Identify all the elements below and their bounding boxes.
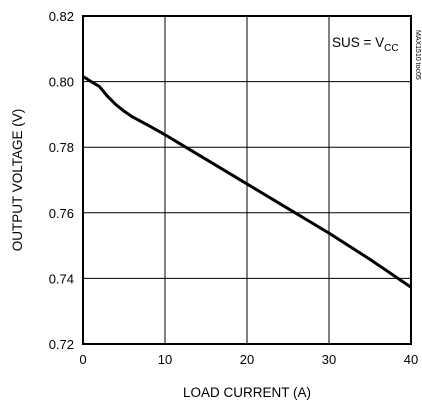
y-tick-label: 0.80 [49,75,74,90]
x-axis-title: LOAD CURRENT (A) [183,385,311,400]
series-line [82,75,412,289]
x-tick-labels: 0 10 20 30 40 [79,352,418,367]
annotation-sus-vcc: SUS = VCC [332,35,399,54]
x-tick-label: 40 [404,352,418,367]
x-tick-label: 30 [322,352,336,367]
plot-frame [82,15,412,345]
y-tick-label: 0.76 [49,206,74,221]
x-tick-label: 0 [79,352,86,367]
y-tick-labels: 0.72 0.74 0.76 0.78 0.80 0.82 [49,9,74,352]
figure-id-label: MAX1510 toc05 [414,30,421,80]
y-tick-label: 0.78 [49,140,74,155]
annotation-subscript: CC [384,43,398,54]
annotation-main: SUS = V [332,35,384,50]
y-tick-label: 0.74 [49,271,74,286]
x-tick-label: 20 [240,352,254,367]
y-tick-label: 0.72 [49,337,74,352]
y-axis-title: OUTPUT VOLTAGE (V) [10,109,25,252]
grid [83,16,411,344]
y-tick-label: 0.82 [49,9,74,24]
x-tick-label: 10 [158,352,172,367]
